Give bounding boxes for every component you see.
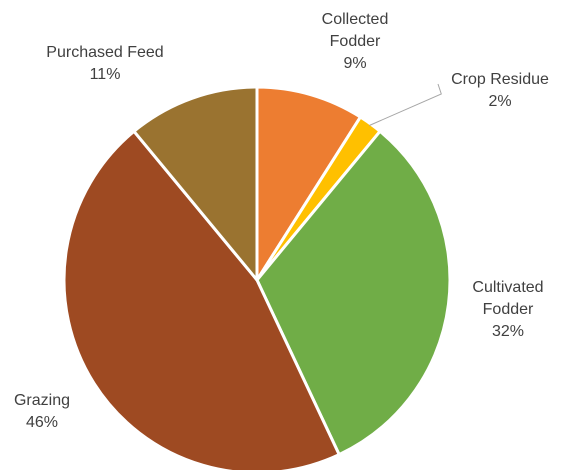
slice-label-cultivated-fodder: Cultivated Fodder 32% bbox=[472, 279, 543, 340]
slice-name-label: Crop Residue bbox=[451, 71, 549, 88]
pie-slice-cultivated-fodder bbox=[255, 129, 452, 457]
slice-value-label: 9% bbox=[343, 55, 366, 72]
slice-name-label: Purchased Feed bbox=[46, 44, 163, 61]
leader-lines bbox=[369, 83, 442, 126]
pie-slices bbox=[62, 85, 452, 470]
slice-name-label: Cultivated bbox=[472, 279, 543, 296]
slice-label-crop-residue: Crop Residue 2% bbox=[451, 71, 549, 110]
slice-value-label: 11% bbox=[90, 66, 121, 83]
slice-value-label: 32% bbox=[492, 323, 524, 340]
pie-slice-grazing bbox=[62, 129, 341, 470]
slice-name-label: Grazing bbox=[14, 392, 70, 409]
slice-label-purchased-feed: Purchased Feed 11% bbox=[46, 44, 163, 83]
slice-name-label: Collected bbox=[322, 11, 389, 28]
pie-slice-purchased-feed bbox=[132, 85, 259, 282]
leader-line-crop-residue bbox=[369, 83, 442, 126]
pie-slice-collected-fodder bbox=[255, 85, 362, 282]
slice-label-collected-fodder: Collected Fodder 9% bbox=[322, 11, 389, 72]
slice-value-label: 46% bbox=[26, 414, 58, 431]
slice-labels: Collected Fodder 9% Crop Residue 2% Cultivate… bbox=[14, 11, 549, 431]
slice-name-label: Fodder bbox=[483, 301, 534, 318]
slice-name-label: Fodder bbox=[330, 33, 381, 50]
slice-label-grazing: Grazing 46% bbox=[14, 392, 70, 431]
slice-value-label: 2% bbox=[488, 93, 511, 110]
